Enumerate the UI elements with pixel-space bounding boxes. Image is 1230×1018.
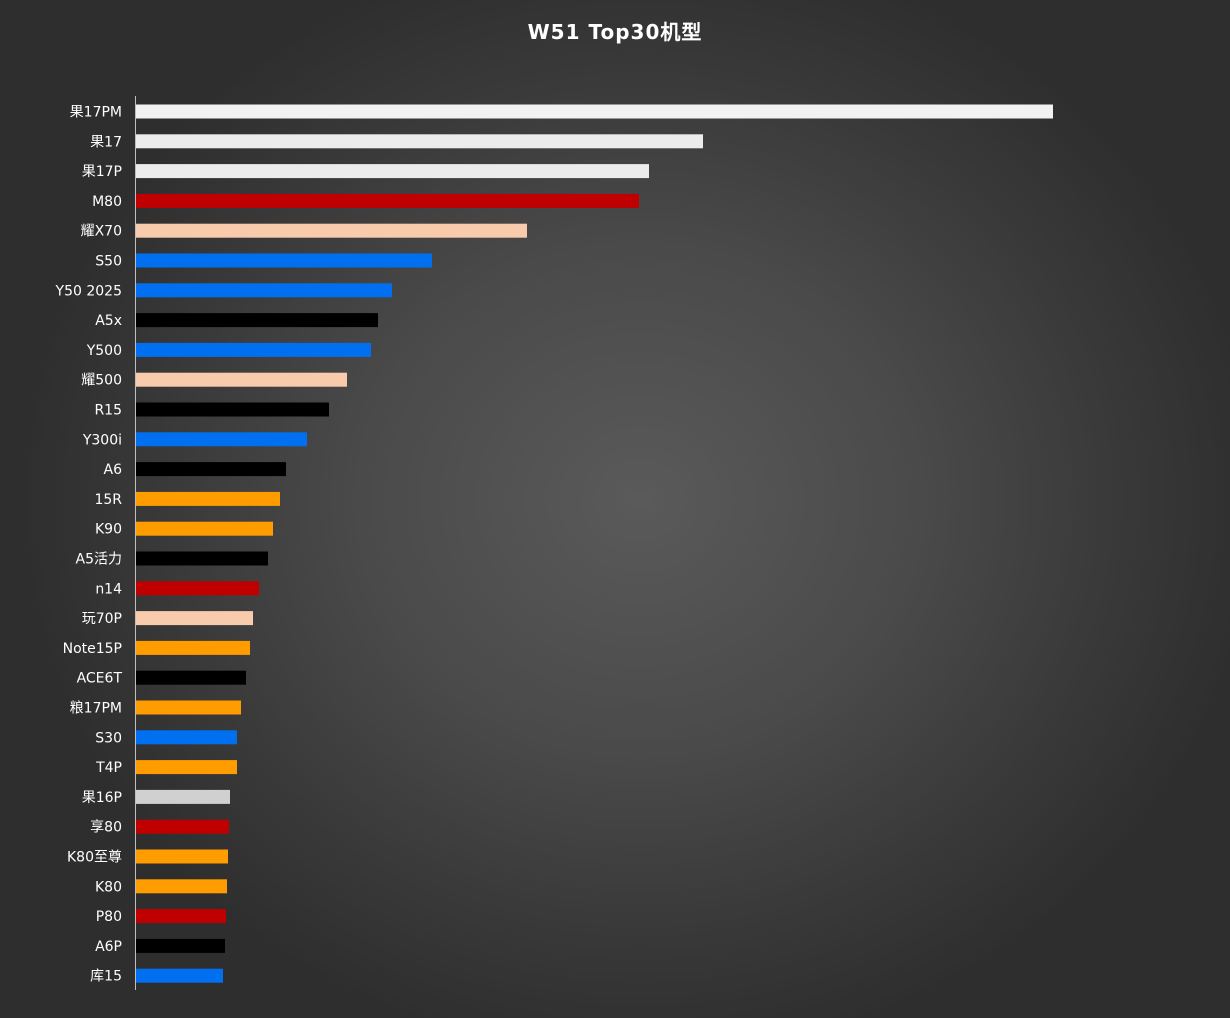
category-label-23: 果16P xyxy=(82,790,122,806)
category-label-19: ACE6T xyxy=(77,671,123,687)
category-label-15: A5活力 xyxy=(76,552,122,568)
bar-22 xyxy=(136,760,237,775)
category-label-21: S30 xyxy=(95,730,122,746)
bar-7 xyxy=(136,313,378,328)
bar-4 xyxy=(136,223,527,238)
bar-20 xyxy=(136,700,241,715)
category-label-20: 粮17PM xyxy=(70,701,122,717)
category-label-16: n14 xyxy=(95,581,122,597)
bar-17 xyxy=(136,611,253,626)
bar-21 xyxy=(136,730,237,745)
bar-11 xyxy=(136,432,307,447)
bar-15 xyxy=(136,551,268,566)
category-label-4: 耀X70 xyxy=(81,224,122,240)
category-label-18: Note15P xyxy=(63,641,122,657)
category-label-5: S50 xyxy=(95,254,122,270)
category-label-26: K80 xyxy=(95,879,122,895)
category-label-0: 果17PM xyxy=(70,105,122,121)
chart-title: W51 Top30机型 xyxy=(527,20,703,44)
bar-5 xyxy=(136,253,432,268)
category-label-24: 享80 xyxy=(90,819,122,836)
bar-3 xyxy=(136,193,639,208)
bar-13 xyxy=(136,491,280,506)
bar-24 xyxy=(136,819,229,834)
bar-8 xyxy=(136,342,371,357)
bar-29 xyxy=(136,968,223,983)
category-label-6: Y50 2025 xyxy=(55,283,122,299)
category-label-14: K90 xyxy=(95,522,122,538)
category-label-29: 库15 xyxy=(90,969,122,985)
category-label-28: A6P xyxy=(95,939,122,955)
bar-28 xyxy=(136,938,225,953)
bar-27 xyxy=(136,909,226,924)
bar-9 xyxy=(136,372,347,387)
bar-26 xyxy=(136,879,227,894)
bar-1 xyxy=(136,134,703,149)
bar-18 xyxy=(136,640,250,655)
bar-0 xyxy=(136,104,1053,119)
category-label-1: 果17 xyxy=(90,134,122,150)
bar-16 xyxy=(136,581,259,596)
category-label-7: A5x xyxy=(95,313,122,329)
bar-23 xyxy=(136,789,230,804)
category-label-17: 玩70P xyxy=(82,611,122,627)
category-label-25: K80至尊 xyxy=(67,849,122,866)
category-label-22: T4P xyxy=(95,760,122,776)
category-label-9: 耀500 xyxy=(81,373,122,389)
category-label-27: P80 xyxy=(96,909,122,925)
bar-12 xyxy=(136,462,286,477)
category-label-2: 果17P xyxy=(82,164,122,180)
category-label-11: Y300i xyxy=(82,432,122,448)
bar-6 xyxy=(136,283,392,298)
category-label-13: 15R xyxy=(94,492,122,508)
bar-19 xyxy=(136,670,246,685)
category-label-3: M80 xyxy=(92,194,122,210)
bar-2 xyxy=(136,164,649,179)
category-label-8: Y500 xyxy=(86,343,122,359)
bar-25 xyxy=(136,849,228,864)
category-label-10: R15 xyxy=(94,403,122,419)
category-label-12: A6 xyxy=(104,462,123,478)
bar-10 xyxy=(136,402,329,417)
bar-14 xyxy=(136,521,273,536)
